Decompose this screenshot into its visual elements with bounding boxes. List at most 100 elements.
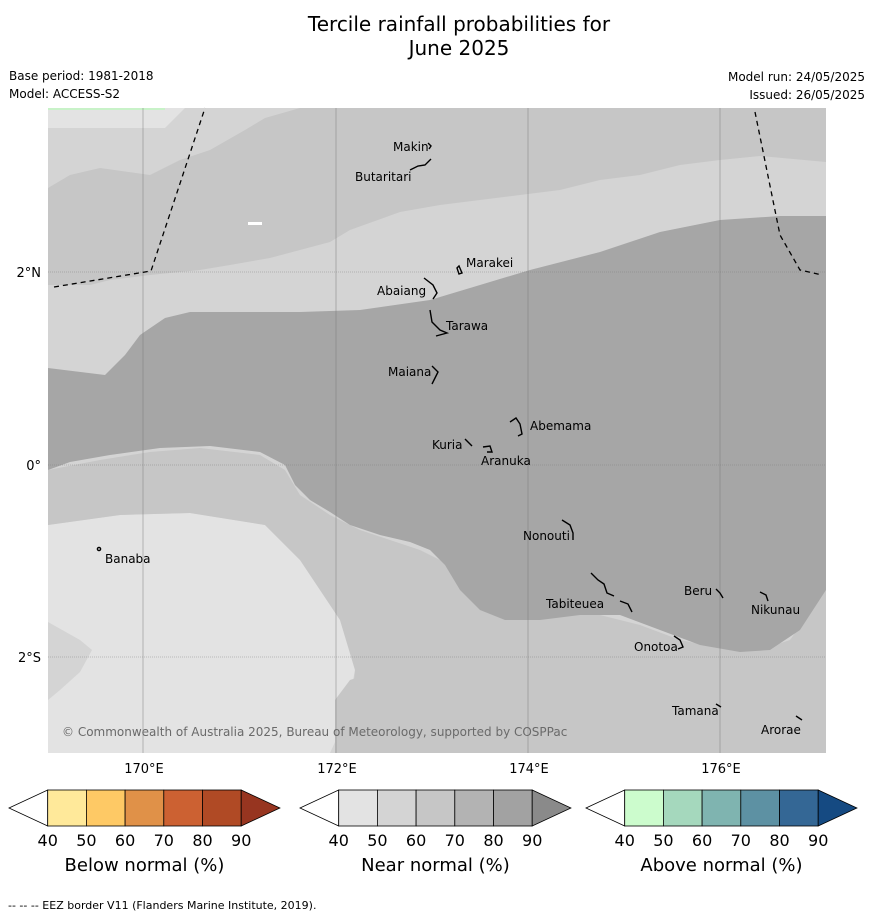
near-normal-60-band-inner bbox=[48, 448, 826, 753]
below-legend-tick: 80 bbox=[192, 831, 212, 850]
lon-label-174e: 174°E bbox=[509, 762, 549, 777]
below-legend-tick: 90 bbox=[231, 831, 251, 850]
metadata-right: Model run: 24/05/2025 Issued: 26/05/2025 bbox=[728, 68, 865, 104]
above-legend-tick: 80 bbox=[769, 831, 789, 850]
copyright-notice: © Commonwealth of Australia 2025, Bureau… bbox=[62, 725, 567, 739]
below-legend-upper-extension bbox=[240, 789, 281, 827]
above-legend-tick: 90 bbox=[808, 831, 828, 850]
near-legend-tick: 90 bbox=[522, 831, 542, 850]
near-normal-60-band bbox=[48, 108, 826, 753]
below-legend-tick: 40 bbox=[38, 831, 58, 850]
kuria-island bbox=[464, 438, 473, 447]
near-legend-title: Near normal (%) bbox=[361, 855, 510, 876]
banaba-island bbox=[96, 546, 102, 552]
title-line-2: June 2025 bbox=[408, 36, 510, 60]
above-legend-tick: 70 bbox=[731, 831, 751, 850]
label-beru: Beru bbox=[684, 584, 712, 598]
label-kuria: Kuria bbox=[432, 438, 463, 452]
label-nonouti: Nonouti bbox=[523, 529, 570, 543]
above-legend-tick: 50 bbox=[653, 831, 673, 850]
label-abaiang: Abaiang bbox=[377, 284, 426, 298]
near-normal-60-corner-se bbox=[715, 710, 826, 753]
label-maiana: Maiana bbox=[388, 365, 431, 379]
below-legend-tick: 50 bbox=[76, 831, 96, 850]
nonouti-island bbox=[561, 519, 574, 540]
makin-island bbox=[427, 142, 432, 150]
base-period: Base period: 1981-2018 bbox=[9, 69, 154, 83]
near-legend-swatch bbox=[454, 789, 494, 827]
above-legend-swatch bbox=[740, 789, 780, 827]
label-arorae: Arorae bbox=[761, 723, 801, 737]
label-nikunau: Nikunau bbox=[751, 603, 800, 617]
near-legend-tick: 80 bbox=[483, 831, 503, 850]
below-legend-swatch bbox=[124, 789, 165, 827]
label-makin: Makin bbox=[393, 140, 429, 154]
above-legend-tick: 40 bbox=[615, 831, 635, 850]
label-banaba: Banaba bbox=[105, 552, 151, 566]
lon-label-170e: 170°E bbox=[124, 762, 164, 777]
above-legend-swatch bbox=[779, 789, 819, 827]
near-legend-lower-extension bbox=[299, 789, 340, 827]
abemama-island bbox=[509, 417, 523, 437]
eez-footnote: -- -- -- EEZ border V11 (Flanders Marine… bbox=[8, 899, 317, 912]
near-legend-swatch bbox=[493, 789, 533, 827]
lon-label-172e: 172°E bbox=[317, 762, 357, 777]
title-line-1: Tercile rainfall probabilities for bbox=[307, 12, 611, 36]
below-legend-lower-extension bbox=[8, 789, 49, 827]
above-normal-fragment bbox=[48, 108, 165, 110]
near-legend-tick: 70 bbox=[445, 831, 465, 850]
above-legend-swatch bbox=[663, 789, 703, 827]
white-fragment bbox=[248, 222, 262, 225]
longitude-labels: 170°E 172°E 174°E 176°E bbox=[124, 762, 741, 777]
arorae-island bbox=[795, 715, 803, 721]
tamana-island bbox=[715, 703, 722, 708]
label-tamana: Tamana bbox=[671, 704, 719, 718]
below-legend-swatch bbox=[86, 789, 126, 827]
label-onotoa: Onotoa bbox=[634, 640, 678, 654]
below-legend-tick: 60 bbox=[115, 831, 135, 850]
eez-border-east bbox=[754, 111, 823, 276]
maiana-island bbox=[431, 365, 439, 385]
near-legend-tick: 60 bbox=[406, 831, 426, 850]
above-legend-title: Above normal (%) bbox=[640, 855, 802, 876]
label-butaritari: Butaritari bbox=[355, 170, 412, 184]
near-legend-tick: 40 bbox=[329, 831, 349, 850]
islands bbox=[96, 142, 803, 721]
above-legend-swatch bbox=[701, 789, 742, 827]
graticule bbox=[48, 108, 826, 753]
latitude-labels: 2°N 0° 2°S bbox=[17, 266, 42, 666]
near-legend-swatch bbox=[338, 789, 378, 827]
onotoa-island bbox=[673, 635, 684, 650]
lat-label-0: 0° bbox=[26, 459, 41, 474]
nikunau-island bbox=[759, 591, 769, 602]
issued-date: Issued: 26/05/2025 bbox=[749, 88, 865, 102]
legend-near-normal: 40 50 60 70 80 90 Near normal (%) bbox=[299, 789, 572, 876]
above-legend-tick: 60 bbox=[692, 831, 712, 850]
above-legend-lower-extension bbox=[585, 789, 626, 827]
near-legend-swatch bbox=[415, 789, 456, 827]
below-legend-swatch bbox=[163, 789, 203, 827]
model-run: Model run: 24/05/2025 bbox=[727, 70, 865, 84]
lat-label-2s: 2°S bbox=[18, 651, 41, 666]
tabiteuea-south-island bbox=[619, 600, 633, 613]
beru-island bbox=[715, 588, 724, 599]
near-legend-upper-extension bbox=[531, 789, 572, 827]
tarawa-island bbox=[429, 309, 450, 337]
below-legend-tick: 70 bbox=[154, 831, 174, 850]
aranuka-island bbox=[482, 445, 493, 453]
metadata-left: Base period: 1981-2018 Model: ACCESS-S2 bbox=[9, 67, 154, 103]
eez-border bbox=[53, 107, 823, 288]
label-tarawa: Tarawa bbox=[445, 319, 488, 333]
above-legend-upper-extension bbox=[817, 789, 858, 827]
below-legend-title: Below normal (%) bbox=[65, 855, 225, 876]
marakei-island bbox=[456, 264, 463, 275]
abaiang-island bbox=[423, 277, 438, 300]
lat-label-2n: 2°N bbox=[17, 266, 42, 281]
above-legend-swatch bbox=[624, 789, 664, 827]
legend-above-normal: 40 50 60 70 80 90 Above normal (%) bbox=[585, 789, 858, 876]
map-title: Tercile rainfall probabilities for June … bbox=[0, 12, 873, 60]
place-labels: Makin Butaritari Marakei Abaiang Tarawa … bbox=[105, 140, 801, 737]
label-tabiteuea: Tabiteuea bbox=[545, 597, 604, 611]
below-legend-swatch bbox=[47, 789, 87, 827]
